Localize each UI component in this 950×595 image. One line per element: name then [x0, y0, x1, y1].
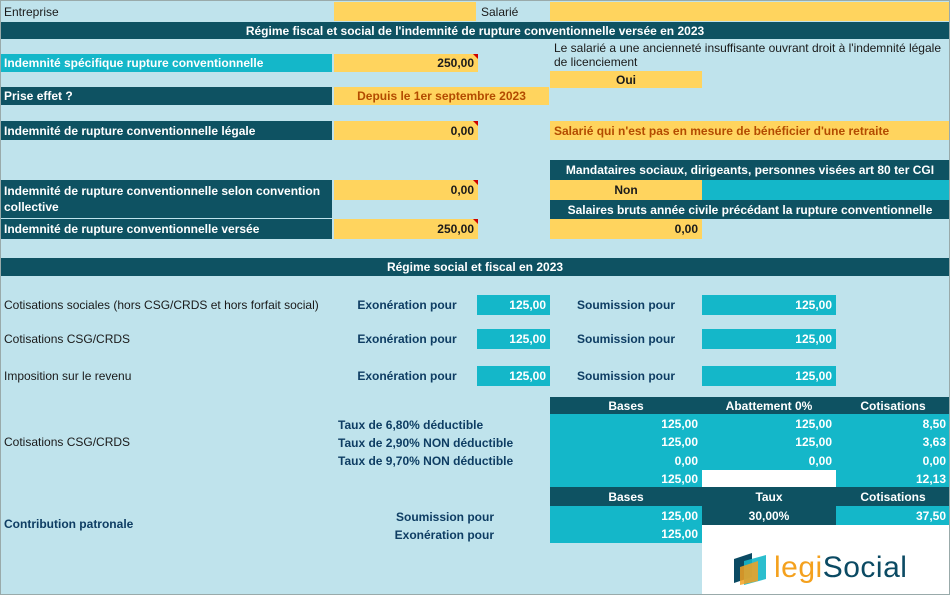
anciennete-value[interactable]: Oui	[550, 71, 702, 88]
retraite-text: Salarié qui n'est pas en mesure de bénéf…	[550, 121, 950, 140]
legale-value[interactable]: 0,00	[334, 121, 478, 140]
soumission-label: Soumission pour	[576, 332, 675, 346]
legisocial-logo: legiSocial	[732, 548, 932, 588]
specifique-value[interactable]: 250,00	[334, 54, 478, 72]
soumission-value: 125,00	[702, 329, 836, 349]
csg-total-base: 125,00	[550, 470, 702, 487]
regime-row-label: Imposition sur le revenu	[4, 369, 132, 383]
csg-header-bases: Bases	[550, 397, 702, 414]
csg-taux: Taux de 6,80% déductible	[338, 417, 484, 432]
csg-abattement: 125,00	[702, 414, 836, 433]
entreprise-field[interactable]	[334, 2, 476, 21]
csg-taux: Taux de 9,70% NON déductible	[338, 453, 514, 468]
prise-effet-value[interactable]: Depuis le 1er septembre 2023	[334, 87, 549, 105]
soumission-label: Soumission pour	[576, 369, 675, 383]
csg-header-abattement: Abattement 0%	[702, 397, 836, 414]
csg-taux: Taux de 2,90% NON déductible	[338, 435, 514, 450]
entreprise-label: Entreprise	[0, 2, 332, 21]
csg-base: 0,00	[550, 451, 702, 470]
salarie-field[interactable]	[550, 2, 950, 21]
csg-cotisation: 0,00	[836, 451, 950, 470]
mandataires-value[interactable]: Non	[550, 180, 702, 200]
regime-row-label: Cotisations sociales (hors CSG/CRDS et h…	[4, 298, 319, 312]
mandataires-label: Mandataires sociaux, dirigeants, personn…	[550, 160, 950, 180]
exoneration-label: Exonération pour	[357, 369, 457, 383]
csg-abattement: 125,00	[702, 433, 836, 451]
exoneration-value: 125,00	[477, 366, 550, 386]
logo-text: legiSocial	[774, 551, 907, 585]
csg-total-cotisation: 12,13	[836, 470, 950, 487]
csg-cotisation: 3,63	[836, 433, 950, 451]
patronale-header-cotisations: Cotisations	[836, 487, 950, 506]
patronale-cotisation: 37,50	[836, 506, 950, 525]
csg-header-cotisations: Cotisations	[836, 397, 950, 414]
regime-title: Régime social et fiscal en 2023	[0, 258, 950, 276]
logo-suffix: Social	[822, 551, 908, 584]
specifique-label: Indemnité spécifique rupture conventionn…	[0, 54, 332, 72]
convention-label: Indemnité de rupture conventionnelle sel…	[0, 180, 332, 218]
patronale-header-taux: Taux	[702, 487, 836, 506]
patronale-header-bases: Bases	[550, 487, 702, 506]
logo-icon	[734, 553, 766, 585]
anciennete-text: Le salarié a une ancienneté insuffisante…	[550, 40, 950, 71]
csg-base: 125,00	[550, 433, 702, 451]
patronale-exoneration-label: Exonération pour	[394, 527, 494, 542]
logo-prefix: legi	[774, 551, 823, 584]
salarie-label: Salarié	[477, 2, 549, 21]
exoneration-value: 125,00	[477, 329, 550, 349]
soumission-value: 125,00	[702, 366, 836, 386]
soumission-value: 125,00	[702, 295, 836, 315]
csg-label: Cotisations CSG/CRDS	[4, 435, 131, 449]
salaires-value[interactable]: 0,00	[550, 219, 702, 239]
salaires-label: Salaires bruts année civile précédant la…	[550, 200, 950, 219]
exoneration-value: 125,00	[477, 295, 550, 315]
csg-total-empty	[702, 470, 836, 487]
legale-label: Indemnité de rupture conventionnelle lég…	[0, 121, 332, 140]
versee-value[interactable]: 250,00	[334, 219, 478, 239]
patronale-exoneration-base: 125,00	[550, 525, 702, 543]
patronale-soumission-base: 125,00	[550, 506, 702, 525]
patronale-taux: 30,00%	[702, 506, 836, 525]
versee-label: Indemnité de rupture conventionnelle ver…	[0, 219, 332, 239]
page-title: Régime fiscal et social de l'indemnité d…	[0, 22, 950, 39]
mandataires-fill	[702, 180, 950, 200]
exoneration-label: Exonération pour	[357, 298, 457, 312]
patronale-soumission-label: Soumission pour	[395, 509, 494, 524]
csg-cotisation: 8,50	[836, 414, 950, 433]
convention-value[interactable]: 0,00	[334, 180, 478, 200]
soumission-label: Soumission pour	[576, 298, 675, 312]
exoneration-label: Exonération pour	[357, 332, 457, 346]
prise-effet-label: Prise effet ?	[0, 87, 332, 105]
patronale-label: Contribution patronale	[4, 517, 134, 531]
csg-base: 125,00	[550, 414, 702, 433]
regime-row-label: Cotisations CSG/CRDS	[4, 332, 131, 346]
csg-abattement: 0,00	[702, 451, 836, 470]
